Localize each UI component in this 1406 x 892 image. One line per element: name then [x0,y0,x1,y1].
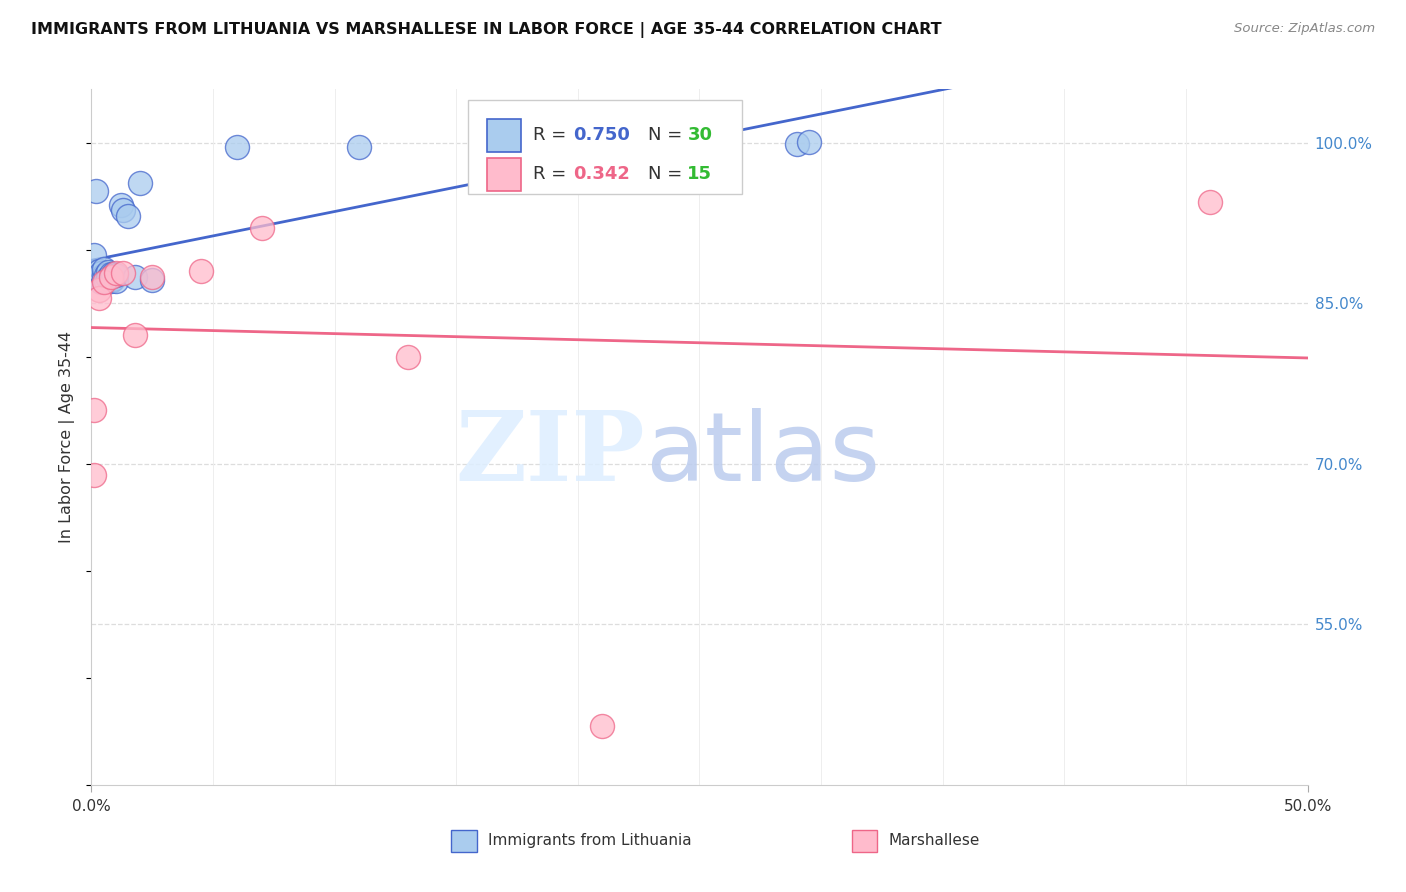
Point [226,140,249,154]
Point [93,275,115,289]
Point [117,209,139,223]
Point [83,467,105,482]
Point [111,203,134,218]
Point [591,719,613,733]
Text: IMMIGRANTS FROM LITHUANIA VS MARSHALLESE IN LABOR FORCE | AGE 35-44 CORRELATION : IMMIGRANTS FROM LITHUANIA VS MARSHALLESE… [31,22,942,38]
Text: N =: N = [648,165,689,184]
FancyBboxPatch shape [486,119,520,152]
Point [93,273,115,287]
Point [94,268,117,283]
Point [93,268,115,283]
Point [100,274,122,288]
Point [124,269,146,284]
Text: Marshallese: Marshallese [889,833,980,848]
Point [250,221,273,235]
Point [190,264,212,278]
Text: atlas: atlas [645,408,880,501]
Text: R =: R = [533,165,572,184]
Point [87,264,110,278]
Point [104,266,127,280]
Point [141,269,163,284]
Point [87,291,110,305]
Point [100,269,122,284]
Point [530,145,553,160]
Text: Source: ZipAtlas.com: Source: ZipAtlas.com [1234,22,1375,36]
FancyBboxPatch shape [486,158,520,191]
Point [100,268,122,282]
Point [94,274,117,288]
Text: R =: R = [533,127,572,145]
Point [87,269,110,284]
Point [110,198,132,212]
Text: 30: 30 [688,127,713,145]
Point [90,275,112,289]
Point [83,403,105,417]
Point [104,268,127,283]
Point [141,273,163,287]
Point [103,268,125,282]
Point [111,266,134,280]
Point [396,350,419,364]
Y-axis label: In Labor Force | Age 35-44: In Labor Force | Age 35-44 [59,331,76,543]
Text: ZIP: ZIP [456,408,645,501]
Text: 15: 15 [688,165,713,184]
Point [90,266,112,280]
Point [347,140,370,154]
Point [129,177,152,191]
Point [93,262,115,277]
Point [1199,194,1222,209]
Point [104,274,127,288]
FancyBboxPatch shape [468,100,742,194]
Text: 0.750: 0.750 [574,127,630,145]
Point [87,284,110,298]
Point [83,248,105,262]
Point [797,135,820,149]
Text: Immigrants from Lithuania: Immigrants from Lithuania [488,833,692,848]
Point [97,265,120,279]
Point [97,270,120,285]
Text: N =: N = [648,127,689,145]
Point [84,184,107,198]
Point [786,136,808,151]
Point [124,328,146,343]
Point [103,271,125,285]
Text: 0.342: 0.342 [574,165,630,184]
